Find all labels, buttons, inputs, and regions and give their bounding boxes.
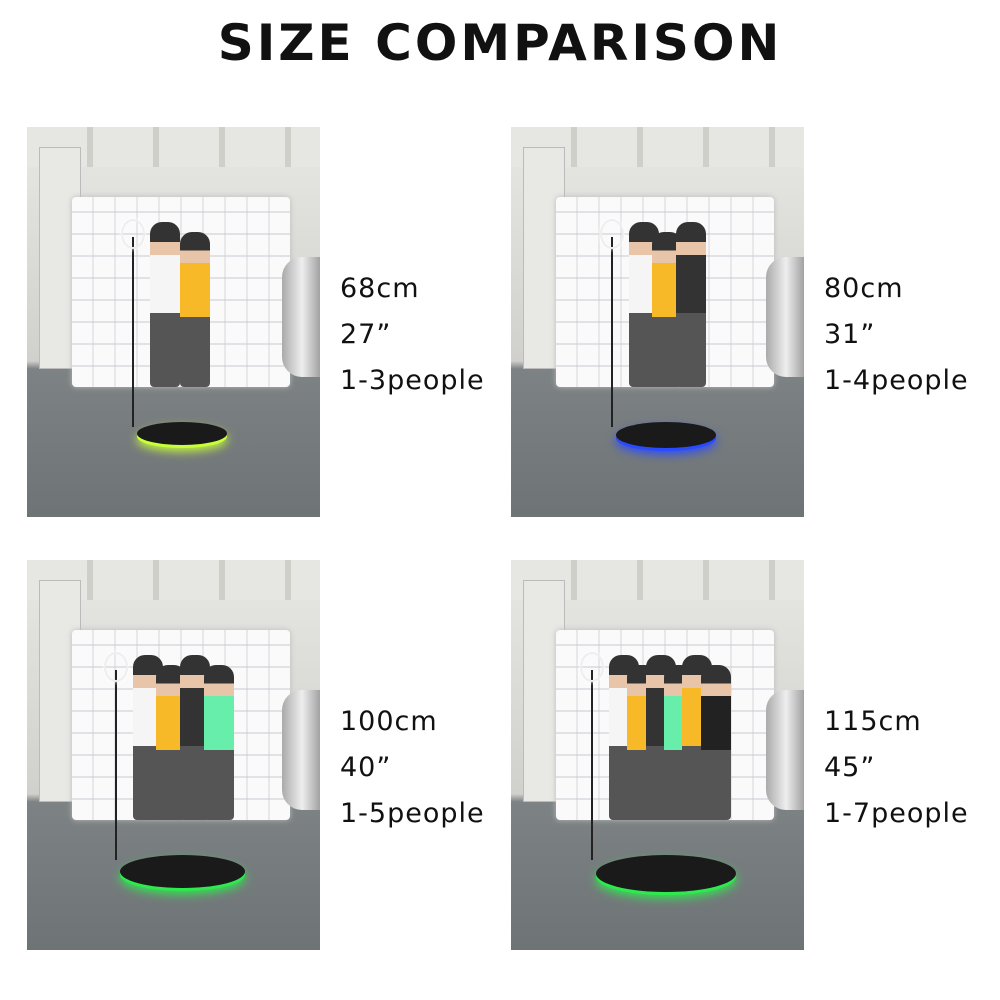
size-cm: 80cm: [824, 273, 904, 304]
person: [203, 665, 234, 820]
capacity: 1-4people: [824, 365, 969, 396]
ring-light-stand: [132, 237, 134, 427]
size-spec: 80cm 31” 1-4people: [824, 266, 969, 404]
capacity: 1-3people: [340, 365, 485, 396]
spinner-platform: [119, 855, 245, 888]
size-inch: 31”: [824, 319, 876, 350]
white-backdrop: [72, 197, 290, 387]
size-cm: 115cm: [824, 706, 922, 737]
ring-light: [103, 652, 128, 682]
size-inch: 40”: [340, 752, 392, 783]
ring-light: [580, 652, 604, 682]
size-spec: 100cm 40” 1-5people: [340, 699, 485, 837]
spinner-platform: [137, 422, 227, 445]
spinner-platform: [616, 422, 716, 448]
product-photo: [27, 127, 320, 517]
silver-backdrop: [282, 257, 320, 377]
person: [675, 222, 706, 387]
size-spec: 115cm 45” 1-7people: [824, 699, 969, 837]
person: [700, 665, 731, 820]
silver-backdrop: [766, 257, 804, 377]
spinner-platform: [596, 855, 736, 893]
capacity: 1-5people: [340, 798, 485, 829]
product-photo: [511, 127, 804, 517]
ring-light-stand: [591, 670, 593, 860]
person: [150, 222, 180, 387]
silver-backdrop: [766, 690, 804, 810]
ring-light: [121, 219, 145, 249]
product-photo: [511, 560, 804, 950]
size-inch: 45”: [824, 752, 876, 783]
silver-backdrop: [282, 690, 320, 810]
white-backdrop: [556, 197, 774, 387]
product-photo: [27, 560, 320, 950]
size-cm: 68cm: [340, 273, 420, 304]
ring-light: [600, 219, 624, 249]
person: [180, 232, 210, 387]
ring-light-stand: [611, 237, 613, 427]
page-title: SIZE COMPARISON: [217, 14, 783, 72]
ring-light-stand: [114, 670, 117, 860]
capacity: 1-7people: [824, 798, 969, 829]
size-spec: 68cm 27” 1-3people: [340, 266, 485, 404]
size-cm: 100cm: [340, 706, 438, 737]
size-inch: 27”: [340, 319, 392, 350]
